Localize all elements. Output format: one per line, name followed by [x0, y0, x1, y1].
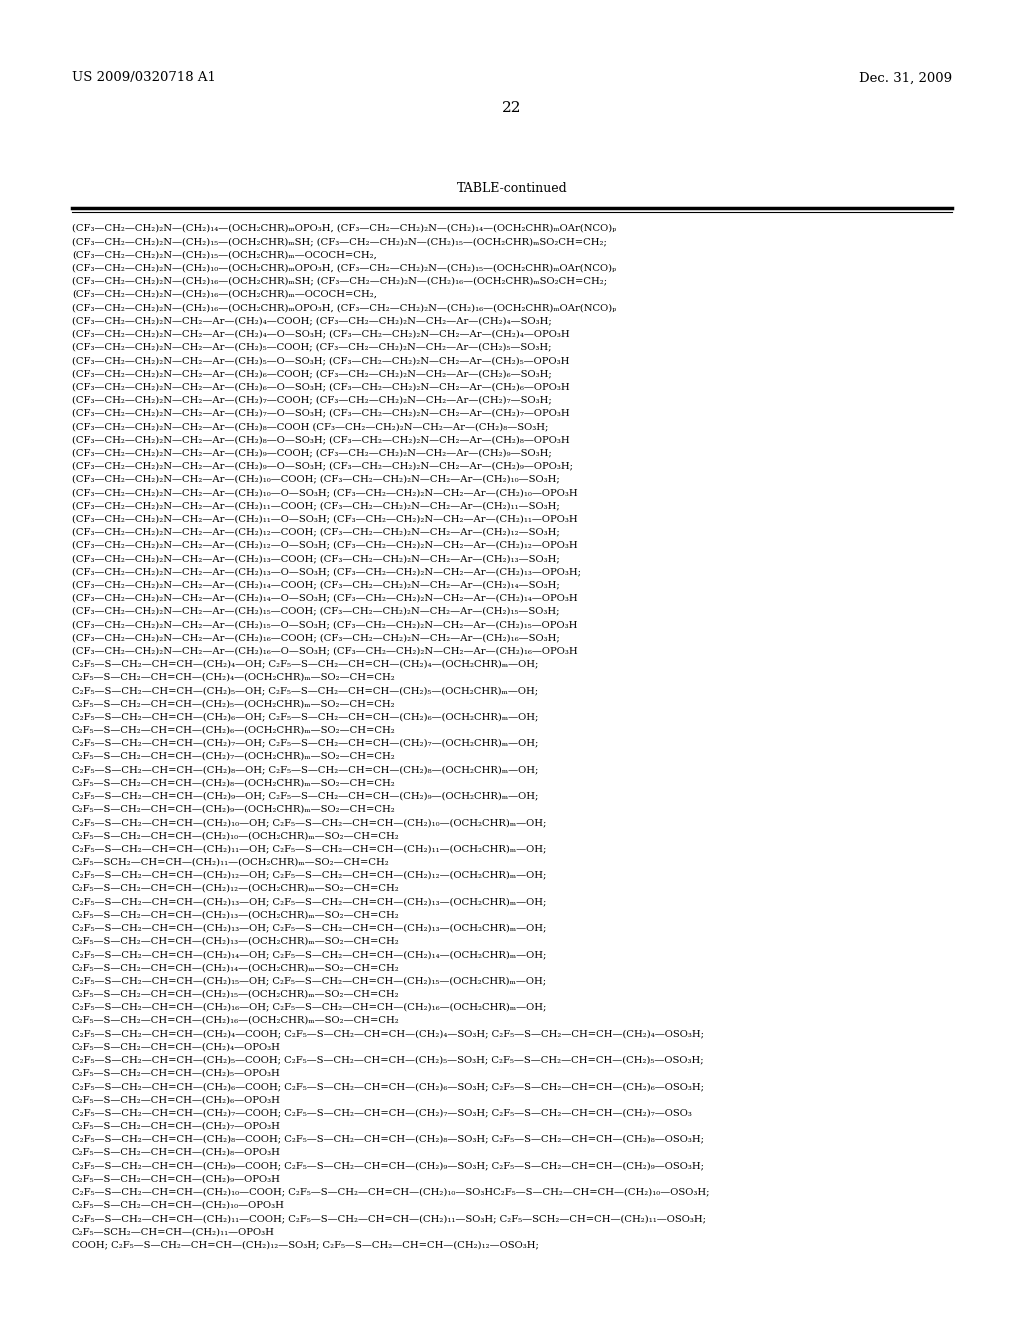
Text: C₂F₅—S—CH₂—CH=CH—(CH₂)₁₀—COOH; C₂F₅—S—CH₂—CH=CH—(CH₂)₁₀—SO₃HC₂F₅—S—CH₂—CH=CH—(CH: C₂F₅—S—CH₂—CH=CH—(CH₂)₁₀—COOH; C₂F₅—S—CH… [72, 1188, 710, 1197]
Text: (CF₃—CH₂—CH₂)₂N—CH₂—Ar—(CH₂)₁₅—COOH; (CF₃—CH₂—CH₂)₂N—CH₂—Ar—(CH₂)₁₅—SO₃H;: (CF₃—CH₂—CH₂)₂N—CH₂—Ar—(CH₂)₁₅—COOH; (CF… [72, 607, 559, 616]
Text: (CF₃—CH₂—CH₂)₂N—CH₂—Ar—(CH₂)₉—COOH; (CF₃—CH₂—CH₂)₂N—CH₂—Ar—(CH₂)₉—SO₃H;: (CF₃—CH₂—CH₂)₂N—CH₂—Ar—(CH₂)₉—COOH; (CF₃… [72, 449, 552, 458]
Text: (CF₃—CH₂—CH₂)₂N—CH₂—Ar—(CH₂)₁₆—COOH; (CF₃—CH₂—CH₂)₂N—CH₂—Ar—(CH₂)₁₆—SO₃H;: (CF₃—CH₂—CH₂)₂N—CH₂—Ar—(CH₂)₁₆—COOH; (CF… [72, 634, 560, 643]
Text: (CF₃—CH₂—CH₂)₂N—CH₂—Ar—(CH₂)₁₄—COOH; (CF₃—CH₂—CH₂)₂N—CH₂—Ar—(CH₂)₁₄—SO₃H;: (CF₃—CH₂—CH₂)₂N—CH₂—Ar—(CH₂)₁₄—COOH; (CF… [72, 581, 560, 590]
Text: (CF₃—CH₂—CH₂)₂N—CH₂—Ar—(CH₂)₁₁—O—SO₃H; (CF₃—CH₂—CH₂)₂N—CH₂—Ar—(CH₂)₁₁—OPO₃H: (CF₃—CH₂—CH₂)₂N—CH₂—Ar—(CH₂)₁₁—O—SO₃H; (… [72, 515, 578, 524]
Text: C₂F₅—S—CH₂—CH=CH—(CH₂)₁₆—OH; C₂F₅—S—CH₂—CH=CH—(CH₂)₁₆—(OCH₂CHR)ₘ—OH;: C₂F₅—S—CH₂—CH=CH—(CH₂)₁₆—OH; C₂F₅—S—CH₂—… [72, 1003, 547, 1012]
Text: C₂F₅—S—CH₂—CH=CH—(CH₂)₁₅—OH; C₂F₅—S—CH₂—CH=CH—(CH₂)₁₅—(OCH₂CHR)ₘ—OH;: C₂F₅—S—CH₂—CH=CH—(CH₂)₁₅—OH; C₂F₅—S—CH₂—… [72, 977, 546, 986]
Text: (CF₃—CH₂—CH₂)₂N—CH₂—Ar—(CH₂)₁₅—O—SO₃H; (CF₃—CH₂—CH₂)₂N—CH₂—Ar—(CH₂)₁₅—OPO₃H: (CF₃—CH₂—CH₂)₂N—CH₂—Ar—(CH₂)₁₅—O—SO₃H; (… [72, 620, 578, 630]
Text: (CF₃—CH₂—CH₂)₂N—CH₂—Ar—(CH₂)₅—COOH; (CF₃—CH₂—CH₂)₂N—CH₂—Ar—(CH₂)₅—SO₃H;: (CF₃—CH₂—CH₂)₂N—CH₂—Ar—(CH₂)₅—COOH; (CF₃… [72, 343, 552, 352]
Text: C₂F₅—S—CH₂—CH=CH—(CH₂)₈—OH; C₂F₅—S—CH₂—CH=CH—(CH₂)₈—(OCH₂CHR)ₘ—OH;: C₂F₅—S—CH₂—CH=CH—(CH₂)₈—OH; C₂F₅—S—CH₂—C… [72, 766, 539, 775]
Text: C₂F₅—SCH₂—CH=CH—(CH₂)₁₁—(OCH₂CHR)ₘ—SO₂—CH=CH₂: C₂F₅—SCH₂—CH=CH—(CH₂)₁₁—(OCH₂CHR)ₘ—SO₂—C… [72, 858, 390, 867]
Text: (CF₃—CH₂—CH₂)₂N—(CH₂)₁₀—(OCH₂CHR)ₘOPO₃H, (CF₃—CH₂—CH₂)₂N—(CH₂)₁₅—(OCH₂CHR)ₘOAr(N: (CF₃—CH₂—CH₂)₂N—(CH₂)₁₀—(OCH₂CHR)ₘOPO₃H,… [72, 264, 616, 273]
Text: C₂F₅—S—CH₂—CH=CH—(CH₂)₁₀—OH; C₂F₅—S—CH₂—CH=CH—(CH₂)₁₀—(OCH₂CHR)ₘ—OH;: C₂F₅—S—CH₂—CH=CH—(CH₂)₁₀—OH; C₂F₅—S—CH₂—… [72, 818, 547, 828]
Text: (CF₃—CH₂—CH₂)₂N—CH₂—Ar—(CH₂)₁₀—COOH; (CF₃—CH₂—CH₂)₂N—CH₂—Ar—(CH₂)₁₀—SO₃H;: (CF₃—CH₂—CH₂)₂N—CH₂—Ar—(CH₂)₁₀—COOH; (CF… [72, 475, 560, 484]
Text: C₂F₅—S—CH₂—CH=CH—(CH₂)₁₆—(OCH₂CHR)ₘ—SO₂—CH=CH₂: C₂F₅—S—CH₂—CH=CH—(CH₂)₁₆—(OCH₂CHR)ₘ—SO₂—… [72, 1016, 399, 1026]
Text: (CF₃—CH₂—CH₂)₂N—CH₂—Ar—(CH₂)₆—COOH; (CF₃—CH₂—CH₂)₂N—CH₂—Ar—(CH₂)₆—SO₃H;: (CF₃—CH₂—CH₂)₂N—CH₂—Ar—(CH₂)₆—COOH; (CF₃… [72, 370, 552, 379]
Text: C₂F₅—S—CH₂—CH=CH—(CH₂)₁₃—OH; C₂F₅—S—CH₂—CH=CH—(CH₂)₁₃—(OCH₂CHR)ₘ—OH;: C₂F₅—S—CH₂—CH=CH—(CH₂)₁₃—OH; C₂F₅—S—CH₂—… [72, 898, 547, 907]
Text: C₂F₅—S—CH₂—CH=CH—(CH₂)₇—(OCH₂CHR)ₘ—SO₂—CH=CH₂: C₂F₅—S—CH₂—CH=CH—(CH₂)₇—(OCH₂CHR)ₘ—SO₂—C… [72, 752, 395, 762]
Text: US 2009/0320718 A1: US 2009/0320718 A1 [72, 71, 216, 84]
Text: C₂F₅—S—CH₂—CH=CH—(CH₂)₅—OPO₃H: C₂F₅—S—CH₂—CH=CH—(CH₂)₅—OPO₃H [72, 1069, 281, 1078]
Text: C₂F₅—S—CH₂—CH=CH—(CH₂)₇—OPO₃H: C₂F₅—S—CH₂—CH=CH—(CH₂)₇—OPO₃H [72, 1122, 281, 1131]
Text: C₂F₅—SCH₂—CH=CH—(CH₂)₁₁—OPO₃H: C₂F₅—SCH₂—CH=CH—(CH₂)₁₁—OPO₃H [72, 1228, 274, 1237]
Text: C₂F₅—S—CH₂—CH=CH—(CH₂)₆—(OCH₂CHR)ₘ—SO₂—CH=CH₂: C₂F₅—S—CH₂—CH=CH—(CH₂)₆—(OCH₂CHR)ₘ—SO₂—C… [72, 726, 395, 735]
Text: C₂F₅—S—CH₂—CH=CH—(CH₂)₄—COOH; C₂F₅—S—CH₂—CH=CH—(CH₂)₄—SO₃H; C₂F₅—S—CH₂—CH=CH—(CH: C₂F₅—S—CH₂—CH=CH—(CH₂)₄—COOH; C₂F₅—S—CH₂… [72, 1030, 705, 1039]
Text: C₂F₅—S—CH₂—CH=CH—(CH₂)₄—(OCH₂CHR)ₘ—SO₂—CH=CH₂: C₂F₅—S—CH₂—CH=CH—(CH₂)₄—(OCH₂CHR)ₘ—SO₂—C… [72, 673, 395, 682]
Text: (CF₃—CH₂—CH₂)₂N—CH₂—Ar—(CH₂)₈—COOH (CF₃—CH₂—CH₂)₂N—CH₂—Ar—(CH₂)₈—SO₃H;: (CF₃—CH₂—CH₂)₂N—CH₂—Ar—(CH₂)₈—COOH (CF₃—… [72, 422, 549, 432]
Text: C₂F₅—S—CH₂—CH=CH—(CH₂)₉—(OCH₂CHR)ₘ—SO₂—CH=CH₂: C₂F₅—S—CH₂—CH=CH—(CH₂)₉—(OCH₂CHR)ₘ—SO₂—C… [72, 805, 395, 814]
Text: (CF₃—CH₂—CH₂)₂N—CH₂—Ar—(CH₂)₇—COOH; (CF₃—CH₂—CH₂)₂N—CH₂—Ar—(CH₂)₇—SO₃H;: (CF₃—CH₂—CH₂)₂N—CH₂—Ar—(CH₂)₇—COOH; (CF₃… [72, 396, 552, 405]
Text: C₂F₅—S—CH₂—CH=CH—(CH₂)₅—OH; C₂F₅—S—CH₂—CH=CH—(CH₂)₅—(OCH₂CHR)ₘ—OH;: C₂F₅—S—CH₂—CH=CH—(CH₂)₅—OH; C₂F₅—S—CH₂—C… [72, 686, 539, 696]
Text: C₂F₅—S—CH₂—CH=CH—(CH₂)₉—OPO₃H: C₂F₅—S—CH₂—CH=CH—(CH₂)₉—OPO₃H [72, 1175, 281, 1184]
Text: C₂F₅—S—CH₂—CH=CH—(CH₂)₁₂—OH; C₂F₅—S—CH₂—CH=CH—(CH₂)₁₂—(OCH₂CHR)ₘ—OH;: C₂F₅—S—CH₂—CH=CH—(CH₂)₁₂—OH; C₂F₅—S—CH₂—… [72, 871, 547, 880]
Text: C₂F₅—S—CH₂—CH=CH—(CH₂)₁₃—(OCH₂CHR)ₘ—SO₂—CH=CH₂: C₂F₅—S—CH₂—CH=CH—(CH₂)₁₃—(OCH₂CHR)ₘ—SO₂—… [72, 911, 399, 920]
Text: C₂F₅—S—CH₂—CH=CH—(CH₂)₁₁—OH; C₂F₅—S—CH₂—CH=CH—(CH₂)₁₁—(OCH₂CHR)ₘ—OH;: C₂F₅—S—CH₂—CH=CH—(CH₂)₁₁—OH; C₂F₅—S—CH₂—… [72, 845, 547, 854]
Text: TABLE-continued: TABLE-continued [457, 181, 567, 194]
Text: (CF₃—CH₂—CH₂)₂N—CH₂—Ar—(CH₂)₁₀—O—SO₃H; (CF₃—CH₂—CH₂)₂N—CH₂—Ar—(CH₂)₁₀—OPO₃H: (CF₃—CH₂—CH₂)₂N—CH₂—Ar—(CH₂)₁₀—O—SO₃H; (… [72, 488, 578, 498]
Text: (CF₃—CH₂—CH₂)₂N—(CH₂)₁₅—(OCH₂CHR)ₘ—OCOCH=CH₂,: (CF₃—CH₂—CH₂)₂N—(CH₂)₁₅—(OCH₂CHR)ₘ—OCOCH… [72, 251, 377, 260]
Text: C₂F₅—S—CH₂—CH=CH—(CH₂)₇—COOH; C₂F₅—S—CH₂—CH=CH—(CH₂)₇—SO₃H; C₂F₅—S—CH₂—CH=CH—(CH: C₂F₅—S—CH₂—CH=CH—(CH₂)₇—COOH; C₂F₅—S—CH₂… [72, 1109, 692, 1118]
Text: (CF₃—CH₂—CH₂)₂N—CH₂—Ar—(CH₂)₉—O—SO₃H; (CF₃—CH₂—CH₂)₂N—CH₂—Ar—(CH₂)₉—OPO₃H;: (CF₃—CH₂—CH₂)₂N—CH₂—Ar—(CH₂)₉—O—SO₃H; (C… [72, 462, 573, 471]
Text: (CF₃—CH₂—CH₂)₂N—CH₂—Ar—(CH₂)₄—O—SO₃H; (CF₃—CH₂—CH₂)₂N—CH₂—Ar—(CH₂)₄—OPO₃H: (CF₃—CH₂—CH₂)₂N—CH₂—Ar—(CH₂)₄—O—SO₃H; (C… [72, 330, 569, 339]
Text: COOH; C₂F₅—S—CH₂—CH=CH—(CH₂)₁₂—SO₃H; C₂F₅—S—CH₂—CH=CH—(CH₂)₁₂—OSO₃H;: COOH; C₂F₅—S—CH₂—CH=CH—(CH₂)₁₂—SO₃H; C₂F… [72, 1241, 539, 1250]
Text: C₂F₅—S—CH₂—CH=CH—(CH₂)₅—COOH; C₂F₅—S—CH₂—CH=CH—(CH₂)₅—SO₃H; C₂F₅—S—CH₂—CH=CH—(CH: C₂F₅—S—CH₂—CH=CH—(CH₂)₅—COOH; C₂F₅—S—CH₂… [72, 1056, 703, 1065]
Text: (CF₃—CH₂—CH₂)₂N—(CH₂)₁₆—(OCH₂CHR)ₘ—OCOCH=CH₂,: (CF₃—CH₂—CH₂)₂N—(CH₂)₁₆—(OCH₂CHR)ₘ—OCOCH… [72, 290, 377, 300]
Text: C₂F₅—S—CH₂—CH=CH—(CH₂)₁₅—(OCH₂CHR)ₘ—SO₂—CH=CH₂: C₂F₅—S—CH₂—CH=CH—(CH₂)₁₅—(OCH₂CHR)ₘ—SO₂—… [72, 990, 399, 999]
Text: (CF₃—CH₂—CH₂)₂N—CH₂—Ar—(CH₂)₁₂—O—SO₃H; (CF₃—CH₂—CH₂)₂N—CH₂—Ar—(CH₂)₁₂—OPO₃H: (CF₃—CH₂—CH₂)₂N—CH₂—Ar—(CH₂)₁₂—O—SO₃H; (… [72, 541, 578, 550]
Text: Dec. 31, 2009: Dec. 31, 2009 [859, 71, 952, 84]
Text: C₂F₅—S—CH₂—CH=CH—(CH₂)₁₀—OPO₃H: C₂F₅—S—CH₂—CH=CH—(CH₂)₁₀—OPO₃H [72, 1201, 285, 1210]
Text: C₂F₅—S—CH₂—CH=CH—(CH₂)₈—OPO₃H: C₂F₅—S—CH₂—CH=CH—(CH₂)₈—OPO₃H [72, 1148, 281, 1158]
Text: C₂F₅—S—CH₂—CH=CH—(CH₂)₅—(OCH₂CHR)ₘ—SO₂—CH=CH₂: C₂F₅—S—CH₂—CH=CH—(CH₂)₅—(OCH₂CHR)ₘ—SO₂—C… [72, 700, 395, 709]
Text: C₂F₅—S—CH₂—CH=CH—(CH₂)₁₀—(OCH₂CHR)ₘ—SO₂—CH=CH₂: C₂F₅—S—CH₂—CH=CH—(CH₂)₁₀—(OCH₂CHR)ₘ—SO₂—… [72, 832, 399, 841]
Text: C₂F₅—S—CH₂—CH=CH—(CH₂)₆—OPO₃H: C₂F₅—S—CH₂—CH=CH—(CH₂)₆—OPO₃H [72, 1096, 281, 1105]
Text: C₂F₅—S—CH₂—CH=CH—(CH₂)₁₃—(OCH₂CHR)ₘ—SO₂—CH=CH₂: C₂F₅—S—CH₂—CH=CH—(CH₂)₁₃—(OCH₂CHR)ₘ—SO₂—… [72, 937, 399, 946]
Text: (CF₃—CH₂—CH₂)₂N—(CH₂)₁₄—(OCH₂CHR)ₘOPO₃H, (CF₃—CH₂—CH₂)₂N—(CH₂)₁₄—(OCH₂CHR)ₘOAr(N: (CF₃—CH₂—CH₂)₂N—(CH₂)₁₄—(OCH₂CHR)ₘOPO₃H,… [72, 224, 616, 234]
Text: C₂F₅—S—CH₂—CH=CH—(CH₂)₁₁—COOH; C₂F₅—S—CH₂—CH=CH—(CH₂)₁₁—SO₃H; C₂F₅—SCH₂—CH=CH—(C: C₂F₅—S—CH₂—CH=CH—(CH₂)₁₁—COOH; C₂F₅—S—CH… [72, 1214, 706, 1224]
Text: (CF₃—CH₂—CH₂)₂N—CH₂—Ar—(CH₂)₁₆—O—SO₃H; (CF₃—CH₂—CH₂)₂N—CH₂—Ar—(CH₂)₁₆—OPO₃H: (CF₃—CH₂—CH₂)₂N—CH₂—Ar—(CH₂)₁₆—O—SO₃H; (… [72, 647, 578, 656]
Text: (CF₃—CH₂—CH₂)₂N—CH₂—Ar—(CH₂)₁₁—COOH; (CF₃—CH₂—CH₂)₂N—CH₂—Ar—(CH₂)₁₁—SO₃H;: (CF₃—CH₂—CH₂)₂N—CH₂—Ar—(CH₂)₁₁—COOH; (CF… [72, 502, 560, 511]
Text: (CF₃—CH₂—CH₂)₂N—CH₂—Ar—(CH₂)₄—COOH; (CF₃—CH₂—CH₂)₂N—CH₂—Ar—(CH₂)₄—SO₃H;: (CF₃—CH₂—CH₂)₂N—CH₂—Ar—(CH₂)₄—COOH; (CF₃… [72, 317, 552, 326]
Text: C₂F₅—S—CH₂—CH=CH—(CH₂)₈—COOH; C₂F₅—S—CH₂—CH=CH—(CH₂)₈—SO₃H; C₂F₅—S—CH₂—CH=CH—(CH: C₂F₅—S—CH₂—CH=CH—(CH₂)₈—COOH; C₂F₅—S—CH₂… [72, 1135, 705, 1144]
Text: C₂F₅—S—CH₂—CH=CH—(CH₂)₉—OH; C₂F₅—S—CH₂—CH=CH—(CH₂)₉—(OCH₂CHR)ₘ—OH;: C₂F₅—S—CH₂—CH=CH—(CH₂)₉—OH; C₂F₅—S—CH₂—C… [72, 792, 539, 801]
Text: C₂F₅—S—CH₂—CH=CH—(CH₂)₇—OH; C₂F₅—S—CH₂—CH=CH—(CH₂)₇—(OCH₂CHR)ₘ—OH;: C₂F₅—S—CH₂—CH=CH—(CH₂)₇—OH; C₂F₅—S—CH₂—C… [72, 739, 539, 748]
Text: C₂F₅—S—CH₂—CH=CH—(CH₂)₉—COOH; C₂F₅—S—CH₂—CH=CH—(CH₂)₉—SO₃H; C₂F₅—S—CH₂—CH=CH—(CH: C₂F₅—S—CH₂—CH=CH—(CH₂)₉—COOH; C₂F₅—S—CH₂… [72, 1162, 705, 1171]
Text: (CF₃—CH₂—CH₂)₂N—CH₂—Ar—(CH₂)₆—O—SO₃H; (CF₃—CH₂—CH₂)₂N—CH₂—Ar—(CH₂)₆—OPO₃H: (CF₃—CH₂—CH₂)₂N—CH₂—Ar—(CH₂)₆—O—SO₃H; (C… [72, 383, 569, 392]
Text: (CF₃—CH₂—CH₂)₂N—CH₂—Ar—(CH₂)₅—O—SO₃H; (CF₃—CH₂—CH₂)₂N—CH₂—Ar—(CH₂)₅—OPO₃H: (CF₃—CH₂—CH₂)₂N—CH₂—Ar—(CH₂)₅—O—SO₃H; (C… [72, 356, 569, 366]
Text: (CF₃—CH₂—CH₂)₂N—CH₂—Ar—(CH₂)₁₃—COOH; (CF₃—CH₂—CH₂)₂N—CH₂—Ar—(CH₂)₁₃—SO₃H;: (CF₃—CH₂—CH₂)₂N—CH₂—Ar—(CH₂)₁₃—COOH; (CF… [72, 554, 560, 564]
Text: C₂F₅—S—CH₂—CH=CH—(CH₂)₁₃—OH; C₂F₅—S—CH₂—CH=CH—(CH₂)₁₃—(OCH₂CHR)ₘ—OH;: C₂F₅—S—CH₂—CH=CH—(CH₂)₁₃—OH; C₂F₅—S—CH₂—… [72, 924, 547, 933]
Text: C₂F₅—S—CH₂—CH=CH—(CH₂)₁₄—(OCH₂CHR)ₘ—SO₂—CH=CH₂: C₂F₅—S—CH₂—CH=CH—(CH₂)₁₄—(OCH₂CHR)ₘ—SO₂—… [72, 964, 399, 973]
Text: C₂F₅—S—CH₂—CH=CH—(CH₂)₁₄—OH; C₂F₅—S—CH₂—CH=CH—(CH₂)₁₄—(OCH₂CHR)ₘ—OH;: C₂F₅—S—CH₂—CH=CH—(CH₂)₁₄—OH; C₂F₅—S—CH₂—… [72, 950, 547, 960]
Text: C₂F₅—S—CH₂—CH=CH—(CH₂)₆—COOH; C₂F₅—S—CH₂—CH=CH—(CH₂)₆—SO₃H; C₂F₅—S—CH₂—CH=CH—(CH: C₂F₅—S—CH₂—CH=CH—(CH₂)₆—COOH; C₂F₅—S—CH₂… [72, 1082, 705, 1092]
Text: (CF₃—CH₂—CH₂)₂N—CH₂—Ar—(CH₂)₈—O—SO₃H; (CF₃—CH₂—CH₂)₂N—CH₂—Ar—(CH₂)₈—OPO₃H: (CF₃—CH₂—CH₂)₂N—CH₂—Ar—(CH₂)₈—O—SO₃H; (C… [72, 436, 569, 445]
Text: (CF₃—CH₂—CH₂)₂N—CH₂—Ar—(CH₂)₁₃—O—SO₃H; (CF₃—CH₂—CH₂)₂N—CH₂—Ar—(CH₂)₁₃—OPO₃H;: (CF₃—CH₂—CH₂)₂N—CH₂—Ar—(CH₂)₁₃—O—SO₃H; (… [72, 568, 581, 577]
Text: C₂F₅—S—CH₂—CH=CH—(CH₂)₄—OPO₃H: C₂F₅—S—CH₂—CH=CH—(CH₂)₄—OPO₃H [72, 1043, 281, 1052]
Text: (CF₃—CH₂—CH₂)₂N—(CH₂)₁₅—(OCH₂CHR)ₘSH; (CF₃—CH₂—CH₂)₂N—(CH₂)₁₅—(OCH₂CHR)ₘSO₂CH=CH: (CF₃—CH₂—CH₂)₂N—(CH₂)₁₅—(OCH₂CHR)ₘSH; (C… [72, 238, 607, 247]
Text: C₂F₅—S—CH₂—CH=CH—(CH₂)₆—OH; C₂F₅—S—CH₂—CH=CH—(CH₂)₆—(OCH₂CHR)ₘ—OH;: C₂F₅—S—CH₂—CH=CH—(CH₂)₆—OH; C₂F₅—S—CH₂—C… [72, 713, 539, 722]
Text: 22: 22 [502, 102, 522, 115]
Text: (CF₃—CH₂—CH₂)₂N—CH₂—Ar—(CH₂)₁₂—COOH; (CF₃—CH₂—CH₂)₂N—CH₂—Ar—(CH₂)₁₂—SO₃H;: (CF₃—CH₂—CH₂)₂N—CH₂—Ar—(CH₂)₁₂—COOH; (CF… [72, 528, 560, 537]
Text: (CF₃—CH₂—CH₂)₂N—(CH₂)₁₆—(OCH₂CHR)ₘOPO₃H, (CF₃—CH₂—CH₂)₂N—(CH₂)₁₆—(OCH₂CHR)ₘOAr(N: (CF₃—CH₂—CH₂)₂N—(CH₂)₁₆—(OCH₂CHR)ₘOPO₃H,… [72, 304, 616, 313]
Text: C₂F₅—S—CH₂—CH=CH—(CH₂)₄—OH; C₂F₅—S—CH₂—CH=CH—(CH₂)₄—(OCH₂CHR)ₘ—OH;: C₂F₅—S—CH₂—CH=CH—(CH₂)₄—OH; C₂F₅—S—CH₂—C… [72, 660, 539, 669]
Text: C₂F₅—S—CH₂—CH=CH—(CH₂)₁₂—(OCH₂CHR)ₘ—SO₂—CH=CH₂: C₂F₅—S—CH₂—CH=CH—(CH₂)₁₂—(OCH₂CHR)ₘ—SO₂—… [72, 884, 399, 894]
Text: (CF₃—CH₂—CH₂)₂N—CH₂—Ar—(CH₂)₁₄—O—SO₃H; (CF₃—CH₂—CH₂)₂N—CH₂—Ar—(CH₂)₁₄—OPO₃H: (CF₃—CH₂—CH₂)₂N—CH₂—Ar—(CH₂)₁₄—O—SO₃H; (… [72, 594, 578, 603]
Text: C₂F₅—S—CH₂—CH=CH—(CH₂)₈—(OCH₂CHR)ₘ—SO₂—CH=CH₂: C₂F₅—S—CH₂—CH=CH—(CH₂)₈—(OCH₂CHR)ₘ—SO₂—C… [72, 779, 395, 788]
Text: (CF₃—CH₂—CH₂)₂N—(CH₂)₁₆—(OCH₂CHR)ₘSH; (CF₃—CH₂—CH₂)₂N—(CH₂)₁₆—(OCH₂CHR)ₘSO₂CH=CH: (CF₃—CH₂—CH₂)₂N—(CH₂)₁₆—(OCH₂CHR)ₘSH; (C… [72, 277, 607, 286]
Text: (CF₃—CH₂—CH₂)₂N—CH₂—Ar—(CH₂)₇—O—SO₃H; (CF₃—CH₂—CH₂)₂N—CH₂—Ar—(CH₂)₇—OPO₃H: (CF₃—CH₂—CH₂)₂N—CH₂—Ar—(CH₂)₇—O—SO₃H; (C… [72, 409, 569, 418]
